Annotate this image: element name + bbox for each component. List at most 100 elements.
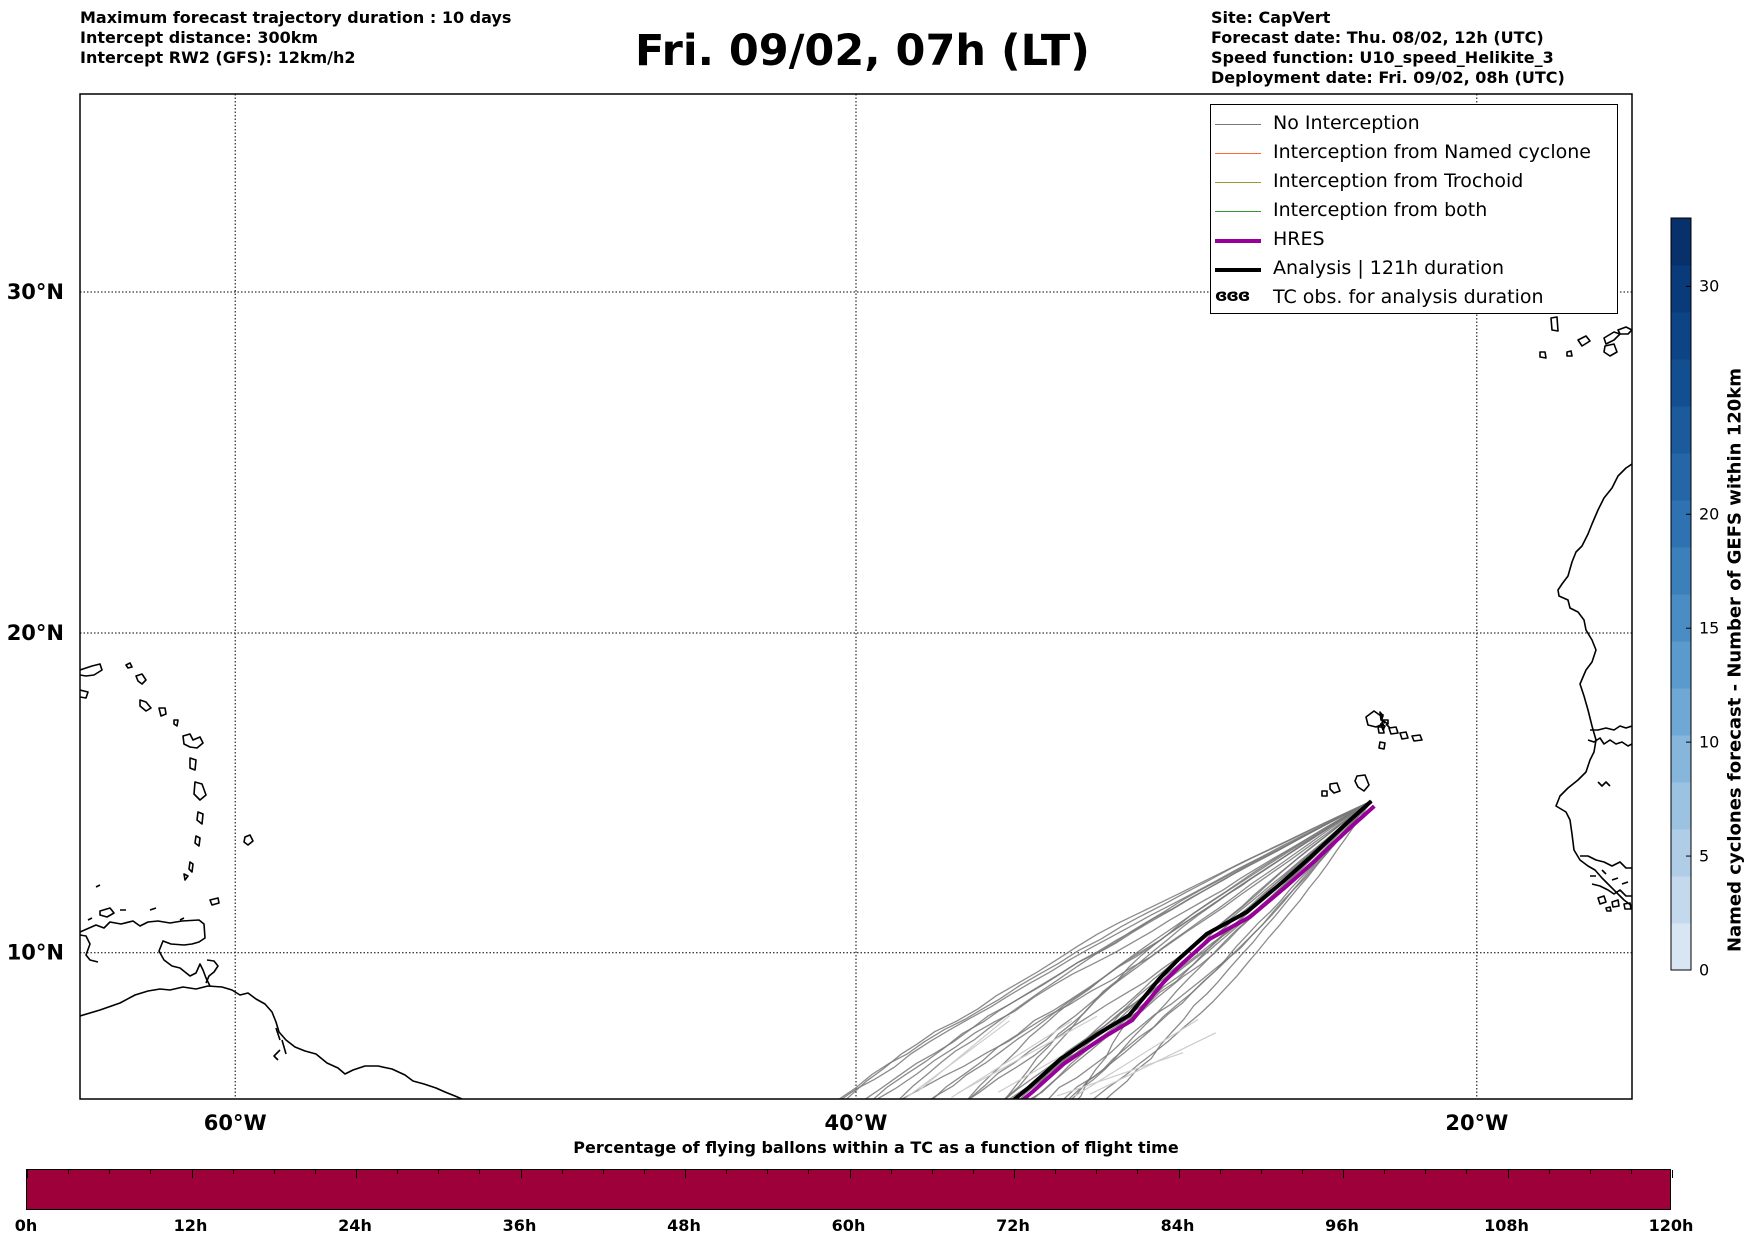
ensemble-trajectory: [898, 800, 1372, 1099]
west-africa-coast: [1555, 463, 1632, 907]
canary-tenerife: [1577, 335, 1591, 347]
legend-swatch: [1215, 124, 1261, 126]
legend-label: Interception from Named cyclone: [1273, 141, 1591, 163]
timebar-caption: Percentage of flying ballons within a TC…: [573, 1138, 1179, 1157]
lon-label: 40°W: [825, 1111, 888, 1135]
timebar-tick: [1589, 1170, 1591, 1174]
deployment-date: Deployment date: Fri. 09/02, 08h (UTC): [1211, 68, 1565, 87]
timebar-tick: [890, 1170, 892, 1174]
site-name: Site: CapVert: [1211, 8, 1331, 27]
timebar-tick: [191, 1170, 193, 1178]
legend-swatch: [1215, 268, 1261, 272]
africa-inlets: [1590, 869, 1629, 885]
analysis-trajectory: [1011, 799, 1373, 1099]
canary-la-palma: [1550, 316, 1559, 332]
legend-label: Analysis | 121h duration: [1273, 257, 1505, 279]
colorbar-segment: [1671, 406, 1691, 454]
ensemble-trajectory: [968, 800, 1372, 1099]
ensemble-trajectory: [845, 800, 1372, 1099]
legend-label: Interception from Trochoid: [1273, 170, 1524, 192]
lon-label: 20°W: [1445, 1111, 1508, 1135]
bijagos: [1597, 895, 1632, 912]
st-vincent: [194, 835, 201, 847]
timebar-tick: [1014, 1170, 1015, 1178]
timebar-tick: [314, 1170, 316, 1174]
timebar-tick: [643, 1170, 645, 1174]
colorbar-label: Named cyclones forecast - Number of GEFS…: [1724, 367, 1746, 953]
timebar-tick: [1260, 1170, 1262, 1174]
colorbar-segment: [1671, 594, 1691, 642]
cv-sal-outline: [1381, 719, 1389, 725]
islet-a: [125, 662, 133, 669]
colorbar-tick-label: 5: [1699, 846, 1710, 866]
param-max-duration: Maximum forecast trajectory duration : 1…: [80, 8, 512, 27]
tc-obs-icon: ɞɞɞ: [1215, 286, 1250, 306]
timebar-tick: [972, 1170, 974, 1174]
colorbar-segment: [1671, 923, 1691, 971]
timebar-label: 96h: [1325, 1216, 1359, 1235]
timebar-tick: [1630, 1170, 1632, 1174]
ensemble-trajectory: [1047, 800, 1372, 1099]
timebar-tick: [808, 1170, 810, 1174]
timebar-tick: [1466, 1170, 1468, 1174]
colorbar-segment: [1671, 265, 1691, 313]
colorbar-segment: [1671, 782, 1691, 830]
coastlines: [80, 316, 1632, 1099]
lon-label: 60°W: [204, 1111, 267, 1135]
canary-fuerteventura: [1603, 331, 1621, 345]
faded-trajectory: [1074, 1018, 1199, 1097]
timebar-label: 84h: [1160, 1216, 1195, 1235]
legend-item: Interception from Trochoid: [1211, 168, 1617, 197]
legend-swatch: [1215, 211, 1261, 213]
colorbar-segment: [1671, 688, 1691, 736]
axis-labels: 30°N 20°N 10°N 60°W 40°W 20°W: [7, 280, 1509, 1135]
timebar-tick: [520, 1170, 522, 1178]
timebar-label: 36h: [502, 1216, 537, 1235]
legend-item: Analysis | 121h duration: [1211, 255, 1617, 284]
timebar-tick: [1507, 1170, 1509, 1178]
forecast-date: Forecast date: Thu. 08/02, 12h (UTC): [1211, 28, 1544, 47]
canary-hierro: [1539, 351, 1547, 359]
timebar-label: 108h: [1484, 1216, 1529, 1235]
cv-sao-nicolau: [1411, 734, 1423, 742]
guyana-islets: [273, 1027, 287, 1061]
colorbar-segment: [1671, 359, 1691, 407]
timebar-tick: [685, 1170, 686, 1178]
islet-b: [135, 673, 147, 685]
colorbar-tick-label: 20: [1699, 504, 1720, 524]
timebar-tick: [356, 1170, 357, 1178]
africa-estuary-4: [1591, 883, 1632, 897]
timebar-tick: [1178, 1170, 1180, 1178]
timebar-label: 60h: [831, 1216, 866, 1235]
faded-trajectory: [916, 1015, 1011, 1093]
islet-c: [139, 699, 152, 712]
timebar-tick: [849, 1170, 851, 1178]
africa-estuary-1: [1587, 737, 1632, 747]
timebar-label: 0h: [14, 1216, 38, 1235]
speed-function: Speed function: U10_speed_Helikite_3: [1211, 48, 1554, 67]
graticule: [80, 94, 1632, 1099]
legend-swatch: [1215, 182, 1261, 184]
africa-estuary-2: [1590, 725, 1632, 731]
lat-label: 30°N: [7, 280, 64, 304]
colorbar-segment: [1671, 500, 1691, 548]
canary-lanzarote: [1617, 326, 1632, 335]
legend: No Interception Interception from Named c…: [1210, 104, 1618, 314]
colorbar-tick-label: 30: [1699, 276, 1720, 296]
colorbar-segment: [1671, 453, 1691, 501]
colorbar-frame: [1670, 217, 1692, 971]
isla-margarita: [99, 907, 115, 918]
timebar-tick: [1137, 1170, 1139, 1174]
legend-label: TC obs. for analysis duration: [1273, 286, 1544, 308]
timebar-tick: [1301, 1170, 1303, 1174]
legend-item: HRES: [1211, 226, 1617, 255]
timebar-tick: [1672, 1170, 1673, 1178]
colorbar-segment: [1671, 218, 1691, 266]
africa-estuary-3: [1580, 855, 1632, 869]
dominica: [189, 757, 197, 771]
small-isles: [87, 884, 185, 921]
legend-swatch: [1215, 239, 1261, 243]
canary-gran-canaria: [1603, 343, 1618, 357]
timebar-label: 24h: [338, 1216, 372, 1235]
hres-trajectory: [1020, 804, 1376, 1099]
